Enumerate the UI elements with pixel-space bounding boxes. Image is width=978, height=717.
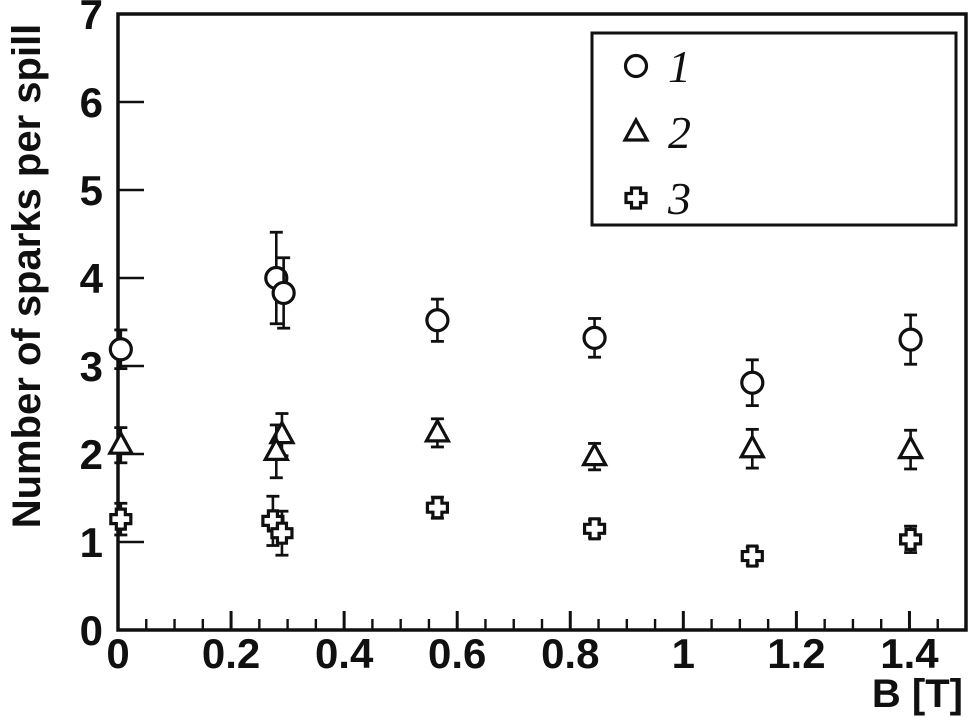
y-tick-label: 6	[80, 79, 103, 126]
triangle-marker	[896, 434, 925, 460]
x-axis-title: B [T]	[872, 672, 963, 716]
y-axis-title: Number of sparks per spill	[5, 24, 49, 529]
circle-marker	[108, 337, 133, 362]
circle-marker	[271, 280, 296, 306]
cross-marker	[740, 544, 764, 568]
cross-marker	[898, 527, 923, 551]
x-tick-label: 0.6	[428, 630, 486, 677]
circle-marker	[623, 53, 649, 79]
legend-label: 1	[668, 41, 691, 92]
x-tick-label: 0.8	[541, 630, 599, 677]
circle-marker	[898, 327, 923, 352]
y-tick-label: 4	[80, 255, 104, 302]
triangle-marker	[107, 429, 135, 455]
circle-marker	[582, 325, 607, 350]
y-tick-label: 7	[80, 0, 103, 38]
triangle-marker	[423, 417, 452, 443]
legend-label: 3	[667, 173, 691, 224]
x-tick-label: 0.4	[315, 630, 374, 677]
triangle-marker	[580, 441, 609, 467]
y-tick-label: 2	[80, 431, 103, 478]
y-tick-label: 3	[80, 343, 103, 390]
circle-marker	[740, 370, 765, 395]
cross-marker	[109, 507, 133, 531]
x-tick-label: 1	[672, 630, 695, 677]
legend-box	[590, 31, 958, 227]
cross-marker	[624, 186, 648, 210]
cross-marker	[425, 496, 450, 520]
triangle-marker	[262, 436, 290, 461]
legend-label: 2	[668, 107, 691, 158]
triangle-marker	[622, 116, 650, 142]
y-tick-label: 1	[80, 519, 103, 566]
triangle-marker	[738, 433, 767, 459]
x-tick-label: 1.2	[767, 630, 825, 677]
y-tick-label: 0	[80, 607, 103, 654]
cross-marker	[270, 521, 294, 545]
x-tick-label: 1.4	[880, 630, 939, 677]
circle-marker	[425, 308, 450, 333]
x-tick-label: 0.2	[202, 630, 260, 677]
cross-marker	[582, 517, 607, 541]
x-tick-label: 0	[106, 630, 129, 677]
y-tick-label: 5	[80, 167, 103, 214]
